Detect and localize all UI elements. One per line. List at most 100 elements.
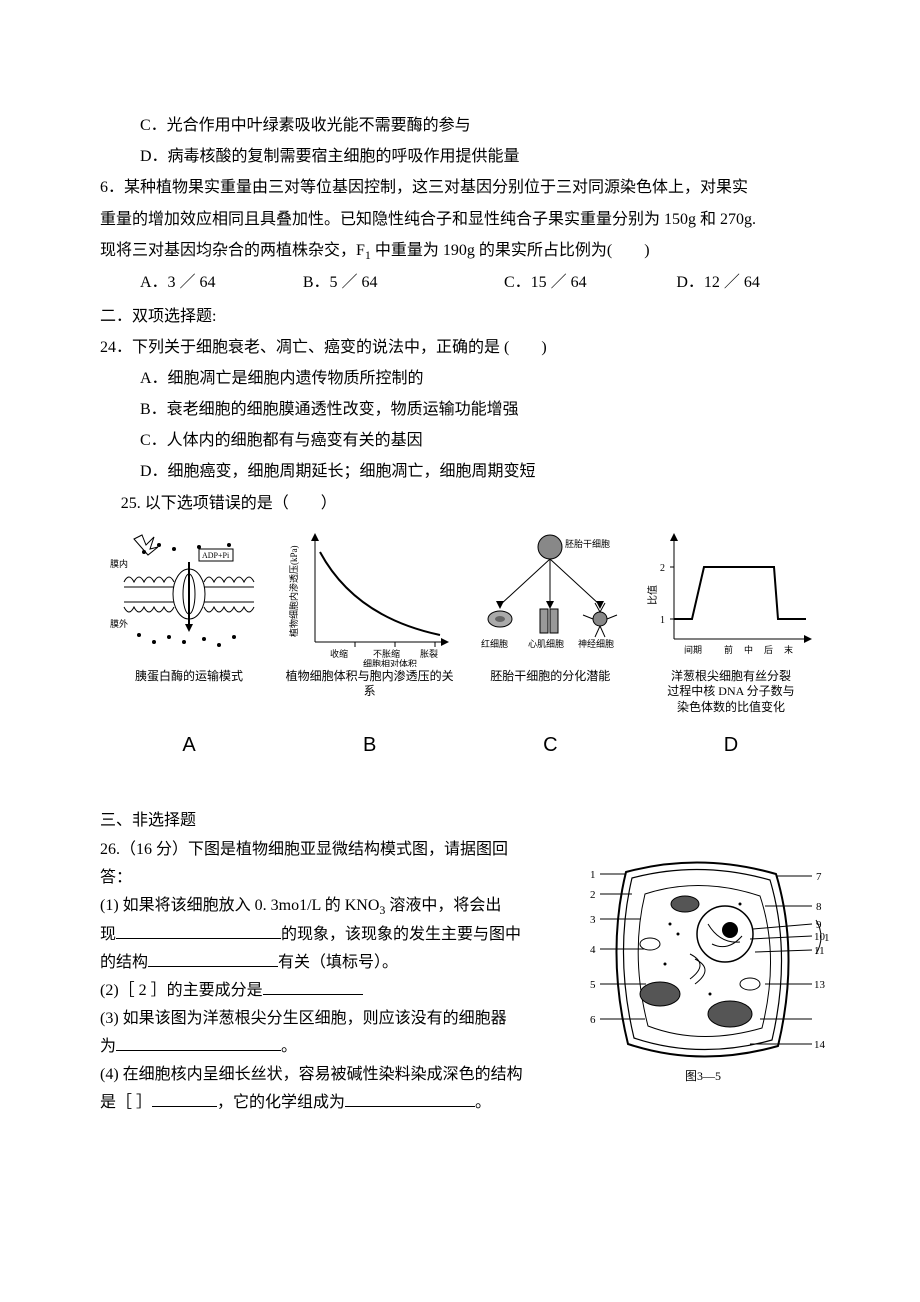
cell-num-12: 12	[824, 932, 830, 944]
q26-line1b: 答：	[100, 864, 570, 892]
blank-5	[152, 1092, 217, 1107]
section-3-heading: 三、非选择题	[100, 805, 820, 836]
q6-stem-2: 重量的增加效应相同且具叠加性。已知隐性纯合子和显性纯合子果实重量分别为 150g…	[100, 204, 820, 235]
q26-line6b: 为	[100, 1038, 116, 1055]
cell-num-1: 1	[590, 869, 596, 881]
cell-num-4: 4	[590, 944, 596, 956]
panel-a-label-out: 膜外	[110, 618, 128, 629]
q25-panel-d-caption: 洋葱根尖细胞有丝分裂 过程中核 DNA 分子数与 染色体数的比值变化	[667, 669, 794, 716]
q5-opt-d: D．病毒核酸的复制需要宿主细胞的呼吸作用提供能量	[100, 141, 820, 172]
q26-text-block: 26.（16 分）下图是植物细胞亚显微结构模式图，请据图回 答： (1) 如果将…	[100, 836, 570, 1117]
q6-opt-c: C．15 ／ 64	[504, 267, 676, 298]
q25-panel-a: 膜内 膜外	[104, 527, 274, 716]
cell-num-13: 13	[814, 979, 826, 991]
panel-c-child1: 红细胞	[481, 638, 508, 649]
q25-panel-b-caption: 植物细胞体积与胞内渗透压的关系	[285, 669, 455, 700]
q26-line2b: 溶液中，将会出	[385, 897, 501, 914]
q26-line6: (3) 如果该图为洋葱根尖分生区细胞，则应该没有的细胞器	[100, 1005, 570, 1033]
q24-opt-b: B．衰老细胞的细胞膜通透性改变，物质运输功能增强	[100, 394, 820, 425]
blank-6	[345, 1092, 475, 1107]
q25-panel-b-svg: 收缩 不胀缩 胀裂 细胞相对体积 植物细胞内渗透压(kPa)	[285, 527, 455, 667]
q24-opt-a: A．细胞凋亡是细胞内遗传物质所控制的	[100, 363, 820, 394]
panel-a-label-in: 膜内	[110, 558, 128, 569]
q25-panel-c: 胚胎干细胞 红细胞 心肌细胞 神经细胞 胚胎干细胞的分化潜能	[465, 527, 635, 716]
q26-line3b: 的现象，该现象的发生主要与图中	[281, 926, 521, 943]
q6-opt-b: B．5 ／ 64	[303, 267, 504, 298]
section-2-heading: 二．双项选择题:	[100, 301, 820, 332]
q6-options: A．3 ／ 64 B．5 ／ 64 C．15 ／ 64 D．12 ／ 64	[100, 267, 820, 298]
panel-d-xt5: 末	[784, 644, 793, 655]
q25-panel-d: 1 2 比值 间期 前 中 后 末 洋葱根尖细胞有丝分裂 过程中核 DNA 分子…	[646, 527, 816, 716]
cell-num-7: 7	[816, 871, 822, 883]
q25-panel-c-svg: 胚胎干细胞 红细胞 心肌细胞 神经细胞	[465, 527, 635, 667]
q26-cell-diagram: 1 2 3 4 5 6 7 8 9 10 11 12 13 14 图3—5	[590, 844, 830, 1084]
q26-line5a: (2)［ 2 ］的主要成分是	[100, 982, 263, 999]
panel-d-xt3: 中	[744, 644, 753, 655]
panel-a-adp: ADP+Pi	[202, 551, 230, 560]
panel-b-ylabel: 植物细胞内渗透压(kPa)	[288, 545, 299, 637]
cell-num-14: 14	[814, 1039, 826, 1051]
blank-4	[116, 1036, 281, 1051]
q5-opt-c: C．光合作用中叶绿素吸收光能不需要酶的参与	[100, 110, 820, 141]
q26-line8a: 是［ ］	[100, 1094, 152, 1111]
q25-letter-d: D	[646, 726, 816, 765]
q26-line4b: 有关（填标号）。	[278, 954, 398, 971]
q26-line3: 现 的现象，该现象的发生主要与图中	[100, 921, 570, 949]
q6-stem-1: 6．某种植物果实重量由三对等位基因控制，这三对基因分别位于三对同源染色体上，对果…	[100, 172, 820, 203]
blank-2	[148, 952, 278, 967]
q26-line8b: ，它的化学组成为	[217, 1094, 345, 1111]
q26-line6c: 。	[281, 1038, 297, 1055]
q25-panel-d-svg: 1 2 比值 间期 前 中 后 末	[646, 527, 816, 667]
q25-letter-b: B	[285, 726, 455, 765]
q26-line3a: 现	[100, 926, 116, 943]
q26-line8: 是［ ］ ，它的化学组成为 。	[100, 1089, 570, 1117]
q26-line2a: (1) 如果将该细胞放入 0. 3mo1/L 的 KNO	[100, 897, 379, 914]
q6-opt-a: A．3 ／ 64	[140, 267, 303, 298]
cell-num-8: 8	[816, 901, 822, 913]
panel-d-xt2: 前	[724, 644, 733, 655]
q26-line1a: 26.（16 分）下图是植物细胞亚显微结构模式图，请据图回	[100, 841, 508, 858]
panel-d-xt4: 后	[764, 645, 773, 655]
q25-panel-a-caption: 胰蛋白酶的运输模式	[135, 669, 243, 685]
panel-d-cap2: 过程中核 DNA 分子数与	[667, 684, 794, 698]
panel-d-cap1: 洋葱根尖细胞有丝分裂	[671, 669, 791, 683]
panel-d-yt1: 1	[660, 615, 665, 626]
q25-panel-a-svg: 膜内 膜外	[104, 527, 274, 667]
cell-num-9: 9	[816, 919, 822, 931]
q26-line4: 的结构 有关（填标号）。	[100, 949, 570, 977]
panel-d-cap3: 染色体数的比值变化	[677, 700, 785, 714]
panel-b-xt2: 不胀缩	[373, 648, 400, 659]
q26-line8c: 。	[475, 1094, 491, 1111]
q25-figure-row: 膜内 膜外	[100, 527, 820, 716]
q26-wrapper: 26.（16 分）下图是植物细胞亚显微结构模式图，请据图回 答： (1) 如果将…	[100, 836, 820, 1117]
q26-line1: 26.（16 分）下图是植物细胞亚显微结构模式图，请据图回	[100, 836, 570, 864]
blank-1	[116, 924, 281, 939]
panel-b-xlabel: 细胞相对体积	[363, 658, 417, 667]
q26-line4a: 的结构	[100, 954, 148, 971]
q26-line2: (1) 如果将该细胞放入 0. 3mo1/L 的 KNO3 溶液中，将会出	[100, 892, 570, 921]
cell-num-11: 11	[814, 945, 825, 957]
q26-line6cont: 为。	[100, 1033, 570, 1061]
panel-d-xt1: 间期	[684, 644, 702, 655]
q25-panel-c-caption: 胚胎干细胞的分化潜能	[490, 669, 610, 685]
panel-c-child3: 神经细胞	[578, 638, 614, 649]
cell-num-3: 3	[590, 914, 596, 926]
q6-stem-3: 现将三对基因均杂合的两植株杂交，F1 中重量为 190g 的果实所占比例为( )	[100, 235, 820, 268]
q6-stem-3b: 中重量为 190g 的果实所占比例为( )	[371, 242, 650, 259]
cell-num-2: 2	[590, 889, 596, 901]
q25-letter-c: C	[465, 726, 635, 765]
cell-diagram-label: 图3—5	[685, 1069, 721, 1083]
q6-opt-d: D．12 ／ 64	[676, 267, 820, 298]
panel-d-ylabel: 比值	[646, 585, 659, 605]
q24-stem: 24．下列关于细胞衰老、凋亡、癌变的说法中，正确的是 ( )	[100, 332, 820, 363]
q25-letter-row: A B C D	[100, 726, 820, 765]
cell-num-6: 6	[590, 1014, 596, 1026]
panel-c-child2: 心肌细胞	[528, 638, 564, 649]
blank-3	[263, 980, 363, 995]
cell-num-5: 5	[590, 979, 596, 991]
panel-c-top: 胚胎干细胞	[565, 538, 610, 549]
q26-line7: (4) 在细胞核内呈细长丝状，容易被碱性染料染成深色的结构	[100, 1061, 570, 1089]
panel-b-xt1: 收缩	[330, 648, 348, 659]
q26-line5: (2)［ 2 ］的主要成分是	[100, 977, 570, 1005]
q25-letter-a: A	[104, 726, 274, 765]
